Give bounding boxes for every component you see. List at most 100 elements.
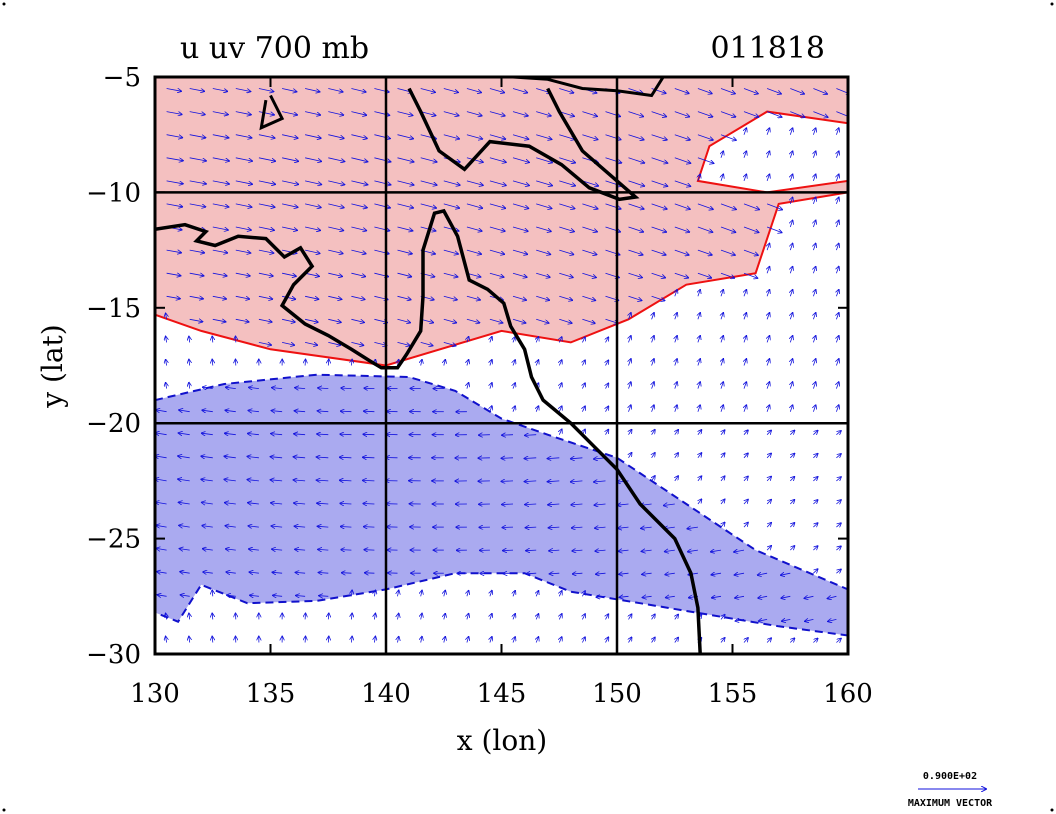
wind-vector xyxy=(189,613,190,620)
wind-vector xyxy=(212,157,229,161)
wind-vector xyxy=(721,499,725,505)
wind-vector xyxy=(235,272,250,276)
wind-vector xyxy=(294,503,306,504)
wind-vector xyxy=(189,337,190,343)
wind-vector xyxy=(744,500,748,505)
wind-vector xyxy=(536,249,550,254)
wind-vector xyxy=(735,596,745,598)
wind-vector xyxy=(444,614,446,620)
wind-vector xyxy=(628,249,643,255)
wind-vector xyxy=(305,88,320,92)
wind-vector xyxy=(790,151,792,158)
wind-vector xyxy=(351,590,352,597)
wind-vector xyxy=(351,318,364,322)
wind-vector xyxy=(189,637,190,643)
wind-vector xyxy=(444,591,446,597)
wind-vector xyxy=(512,295,526,300)
wind-vector xyxy=(467,637,469,643)
wind-vector xyxy=(559,180,575,186)
wind-vector xyxy=(503,550,514,551)
wind-vector xyxy=(512,226,528,231)
wind-vector xyxy=(606,430,609,435)
wind-vector xyxy=(721,430,725,435)
wind-vector xyxy=(305,295,318,299)
wind-vector xyxy=(282,342,294,345)
wind-vector xyxy=(166,337,167,343)
wind-vector xyxy=(328,613,329,620)
wind-vector xyxy=(272,572,283,573)
wind-vector xyxy=(720,111,736,117)
wind-vector xyxy=(489,88,504,93)
wind-vector xyxy=(828,619,837,621)
wind-vector xyxy=(328,249,343,253)
wind-vector xyxy=(813,220,815,228)
wind-vector xyxy=(247,457,259,458)
wind-vector xyxy=(790,431,794,435)
wind-vector xyxy=(559,134,574,140)
wind-vector xyxy=(720,88,735,94)
wind-vector xyxy=(767,359,769,366)
wind-vector xyxy=(629,382,631,389)
corner-dot-bl xyxy=(2,808,6,812)
wind-vector xyxy=(767,128,769,135)
wind-vector xyxy=(202,433,213,435)
wind-vector xyxy=(189,319,203,321)
wind-vector xyxy=(628,272,643,277)
wind-vector xyxy=(156,525,167,527)
wind-vector xyxy=(744,638,748,643)
wind-vector xyxy=(698,382,700,389)
wind-vector xyxy=(666,596,675,597)
wind-vector xyxy=(166,88,182,92)
wind-vector xyxy=(559,406,562,412)
wind-vector xyxy=(318,411,329,412)
wind-vector xyxy=(258,157,275,161)
x-tick-label: 160 xyxy=(823,679,873,709)
wind-vector xyxy=(697,203,713,209)
wind-vector xyxy=(282,157,298,162)
wind-vector xyxy=(524,458,537,459)
wind-vector xyxy=(698,405,700,412)
wind-vector xyxy=(744,128,746,135)
wind-vector xyxy=(328,134,344,139)
wind-vector xyxy=(374,203,390,208)
wind-vector xyxy=(813,569,817,573)
wind-vector xyxy=(490,383,492,389)
wind-vector xyxy=(513,337,515,343)
wind-vector xyxy=(790,477,794,481)
wind-vector xyxy=(813,174,815,182)
wind-vector xyxy=(489,111,505,116)
wind-vector xyxy=(675,336,677,343)
wind-vector xyxy=(582,180,598,186)
wind-vector xyxy=(443,88,458,93)
wind-vector xyxy=(675,405,677,412)
wind-vector xyxy=(318,549,329,550)
wind-vector xyxy=(466,134,483,139)
wind-vector xyxy=(224,456,236,458)
wind-vector xyxy=(743,272,758,278)
wind-vector xyxy=(166,250,182,253)
wind-vector xyxy=(697,111,713,117)
wind-vector xyxy=(341,388,352,389)
wind-vector xyxy=(420,342,433,345)
vector-legend-value: 0.900E+02 xyxy=(923,771,977,782)
wind-vector xyxy=(674,249,689,255)
wind-vector xyxy=(559,614,562,620)
wind-vector xyxy=(595,550,606,551)
wind-vector xyxy=(744,453,748,459)
wind-vector xyxy=(466,249,481,254)
wind-vector xyxy=(652,453,655,459)
corner-dot-br xyxy=(1050,808,1054,812)
wind-vector xyxy=(250,595,259,596)
wind-vector xyxy=(744,174,746,182)
wind-vector xyxy=(767,430,771,435)
wind-vector xyxy=(398,590,399,597)
x-tick-label: 150 xyxy=(592,679,642,709)
wind-vector xyxy=(258,319,272,322)
wind-vector xyxy=(179,410,190,412)
wind-vector xyxy=(513,406,515,412)
wind-vector xyxy=(790,405,792,412)
wind-vector xyxy=(548,481,560,482)
wind-vector xyxy=(642,550,652,551)
wind-vector xyxy=(790,313,792,320)
wind-vector xyxy=(374,157,390,162)
